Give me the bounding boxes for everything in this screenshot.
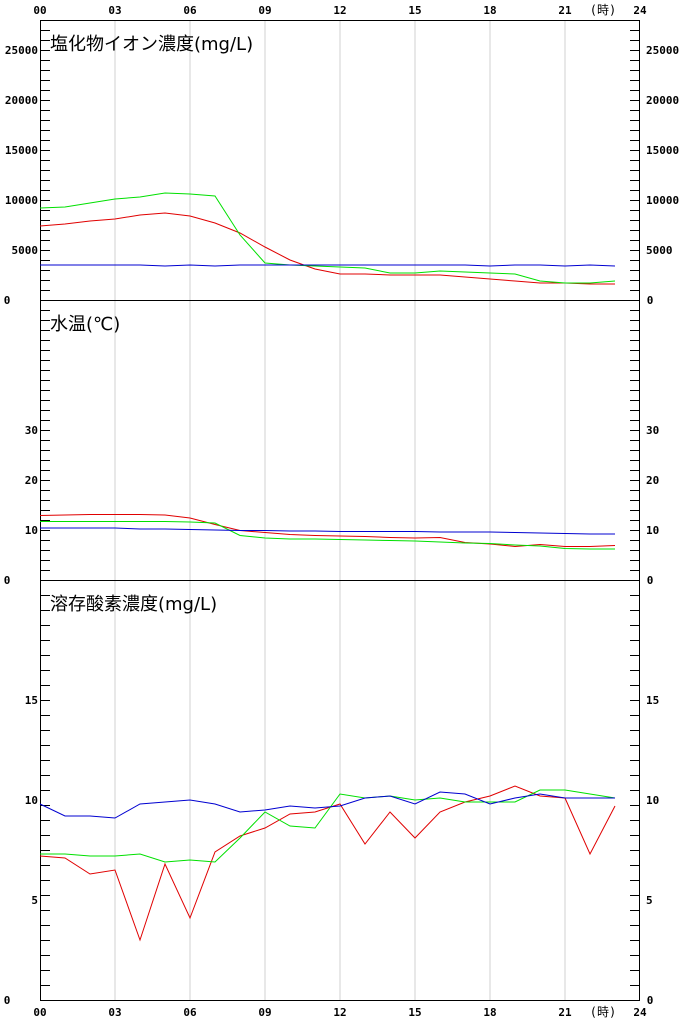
chart-panel-2: 0 0 10 10 20 20 30 30 水温(℃) (4, 300, 659, 587)
y-tick-label-left: 0 (4, 994, 11, 1007)
x-tick-label-bottom: 12 (333, 1006, 346, 1019)
x-unit-label-bottom: (時) (590, 1005, 616, 1019)
y-tick-label-right: 0 (647, 994, 654, 1007)
series-line-red (39, 212, 615, 285)
chart-panel-1: 0 0 5000 5000 10000 10000 15000 15000 20000 20000… (4, 20, 679, 307)
panel-title: 塩化物イオン濃度(mg/L) (50, 34, 253, 55)
y-tick-label-right: 5 (646, 894, 653, 907)
series-line-blue (40, 527, 615, 535)
y-tick-label-left: 15 (25, 694, 38, 707)
x-tick-label-top: 09 (258, 4, 271, 17)
x-tick-label-top: 21 (558, 4, 572, 17)
y-tick-label-left: 30 (25, 424, 38, 437)
y-tick-label-right: 0 (647, 574, 654, 587)
y-tick-label-right: 0 (647, 294, 654, 307)
x-tick-label-bottom: 00 (33, 1006, 46, 1019)
x-tick-label-bottom: 24 (633, 1006, 647, 1019)
x-tick-label-bottom: 18 (483, 1006, 496, 1019)
series-line-blue (40, 264, 616, 267)
y-tick-label-left: 5000 (12, 244, 39, 257)
series-line-green (40, 521, 615, 550)
x-unit-label-top: (時) (590, 3, 616, 17)
y-tick-label-left: 10000 (5, 194, 38, 207)
x-tick-label-top: 15 (408, 4, 421, 17)
y-tick-label-right: 30 (646, 424, 659, 437)
x-tick-label-bottom: 21 (558, 1006, 572, 1019)
y-tick-label-right: 15 (646, 694, 659, 707)
x-tick-label-top: 06 (183, 4, 197, 17)
series-line-blue (39, 791, 615, 819)
series-line-green (39, 192, 616, 284)
y-tick-label-right: 20000 (646, 94, 679, 107)
y-tick-label-right: 25000 (646, 44, 679, 57)
y-tick-label-right: 5000 (646, 244, 673, 257)
y-tick-label-left: 0 (4, 574, 11, 587)
y-tick-label-right: 10000 (646, 194, 679, 207)
series-line-green (40, 789, 616, 863)
y-tick-label-right: 10 (646, 524, 659, 537)
x-tick-label-top: 03 (108, 4, 121, 17)
y-tick-label-left: 5 (31, 894, 38, 907)
y-tick-label-left: 10 (25, 794, 38, 807)
x-tick-label-bottom: 03 (108, 1006, 121, 1019)
chart-panel-3: 0 0 5 5 10 10 15 15 溶存酸素濃度(mg/L) (4, 580, 659, 1007)
y-tick-label-left: 25000 (5, 44, 38, 57)
y-tick-label-left: 20 (25, 474, 38, 487)
panel-title: 水温(℃) (50, 314, 120, 335)
x-tick-label-bottom: 15 (408, 1006, 421, 1019)
y-tick-label-left: 10 (25, 524, 38, 537)
y-tick-label-right: 10 (646, 794, 659, 807)
y-tick-label-left: 20000 (5, 94, 38, 107)
x-tick-label-top: 24 (633, 4, 647, 17)
x-tick-label-top: 12 (333, 4, 346, 17)
series-line-red (39, 514, 616, 548)
x-tick-label-top: 18 (483, 4, 496, 17)
x-tick-label-top: 00 (33, 4, 46, 17)
x-tick-label-bottom: 06 (183, 1006, 197, 1019)
y-tick-label-left: 0 (4, 294, 11, 307)
series-line-red (39, 785, 616, 942)
panel-title: 溶存酸素濃度(mg/L) (50, 594, 217, 615)
x-tick-label-bottom: 09 (258, 1006, 271, 1019)
y-tick-label-right: 20 (646, 474, 659, 487)
y-tick-label-right: 15000 (646, 144, 679, 157)
y-tick-label-left: 15000 (5, 144, 38, 157)
